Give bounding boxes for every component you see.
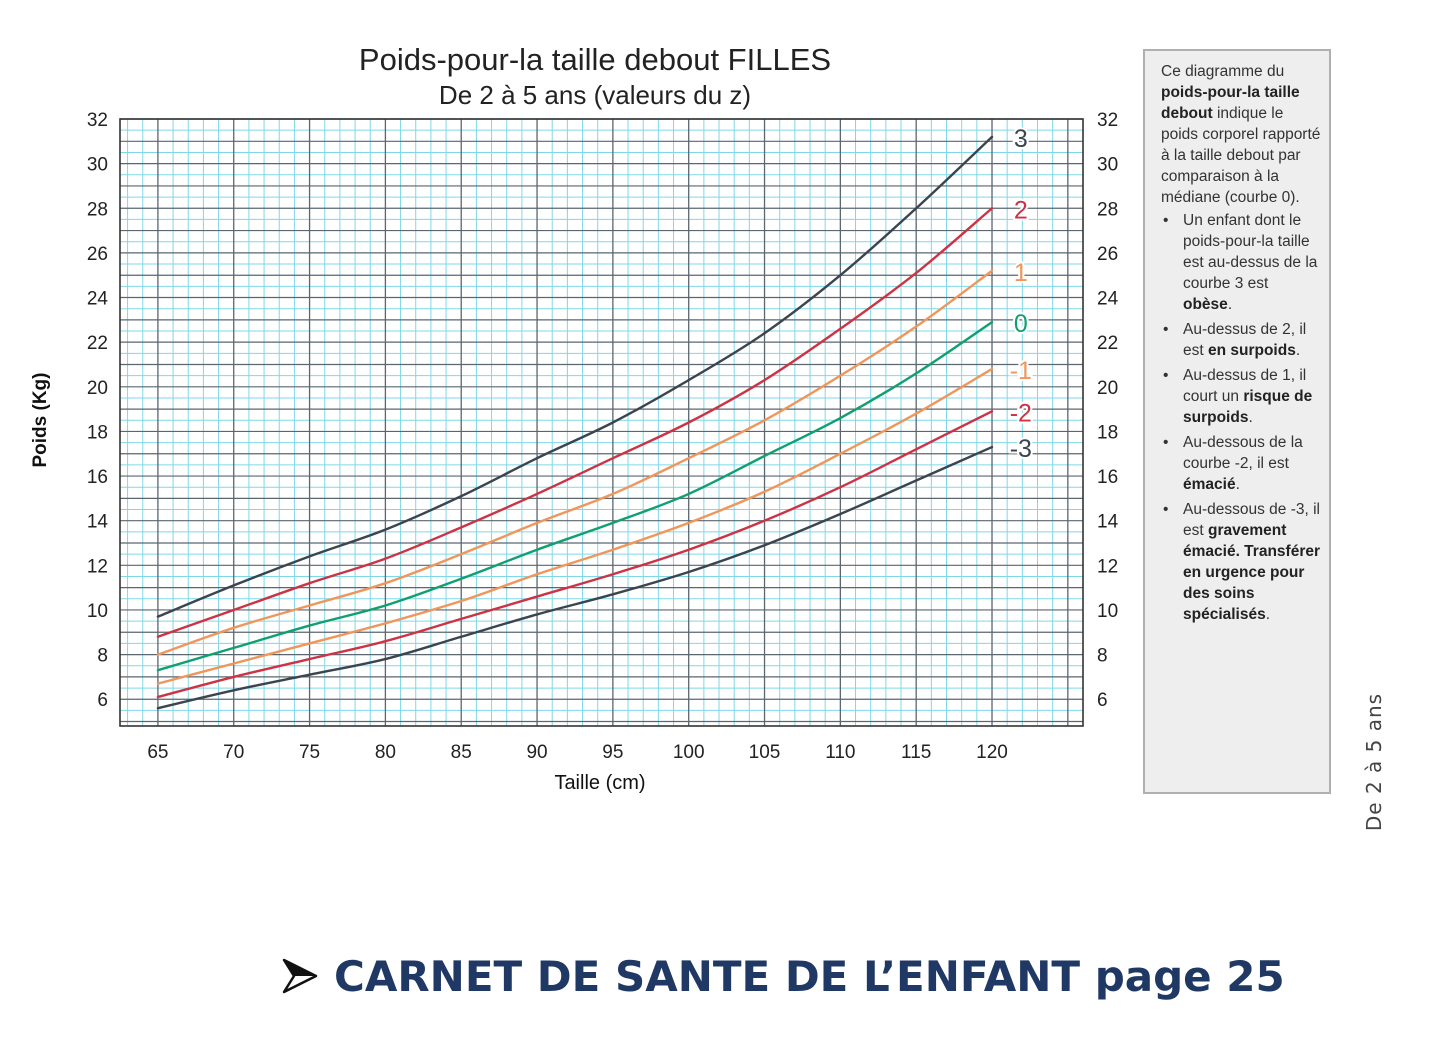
y-tick-label-left: 18 (87, 422, 108, 443)
x-tick-label: 105 (749, 742, 781, 763)
x-tick-label: 100 (673, 742, 705, 763)
y-tick-label-left: 24 (87, 289, 109, 310)
y-axis-label: Poids (Kg) (30, 372, 51, 468)
y-tick-label-right: 16 (1097, 467, 1118, 488)
x-tick-label: 80 (375, 742, 396, 763)
y-tick-label-right: 18 (1097, 422, 1118, 443)
y-tick-label-right: 22 (1097, 333, 1118, 354)
info-item: Au-dessous de -3, il est gravement émaci… (1161, 499, 1321, 625)
y-tick-label-left: 32 (87, 110, 108, 131)
series-label: -3 (1010, 435, 1032, 463)
x-tick-label: 85 (451, 742, 472, 763)
y-tick-label-left: 6 (97, 690, 108, 711)
footer-caption: CARNET DE SANTE DE L’ENFANT page 25 (280, 952, 1285, 1001)
info-intro: Ce diagramme du poids-pour-la taille deb… (1161, 63, 1321, 206)
series-lines (156, 135, 994, 710)
series-label: 1 (1014, 259, 1028, 287)
series-line-z2 (156, 207, 994, 638)
info-item: Au-dessous de la courbe -2, il est émaci… (1161, 432, 1321, 495)
info-item: Au-dessus de 2, il est en surpoids. (1161, 319, 1321, 361)
info-list: Un enfant dont le poids-pour-la taille e… (1161, 210, 1321, 625)
x-tick-label: 65 (147, 742, 168, 763)
series-line-z-2 (156, 410, 994, 699)
y-tick-label-left: 8 (97, 646, 108, 667)
y-tick-label-right: 8 (1097, 646, 1108, 667)
series-label: 3 (1014, 125, 1028, 153)
info-item: Un enfant dont le poids-pour-la taille e… (1161, 210, 1321, 315)
y-tick-label-left: 14 (87, 512, 109, 533)
x-axis-label: Taille (cm) (554, 772, 646, 794)
y-tick-label-right: 28 (1097, 199, 1118, 220)
info-item: Au-dessus de 1, il court un risque de su… (1161, 365, 1321, 428)
series-label: 2 (1014, 196, 1028, 224)
x-tick-label: 70 (223, 742, 244, 763)
x-axis: 65 70 75 80 85 90 95 100 105 110 115 120 (147, 742, 1008, 763)
x-tick-label: 95 (602, 742, 623, 763)
y-tick-label-left: 10 (87, 601, 108, 622)
series-label: 0 (1014, 310, 1028, 338)
chart-grid (119, 118, 1084, 727)
y-tick-label-left: 30 (87, 155, 108, 176)
footer-text: CARNET DE SANTE DE L’ENFANT page 25 (334, 952, 1285, 1001)
y-tick-label-right: 20 (1097, 378, 1118, 399)
plot-background (120, 119, 1083, 726)
series-line-z3 (156, 135, 994, 618)
plot-frame (119, 118, 1084, 727)
y-tick-label-right: 26 (1097, 244, 1118, 265)
y-tick-label-left: 22 (87, 333, 108, 354)
y-tick-label-left: 12 (87, 556, 108, 577)
y-tick-label-right: 30 (1097, 155, 1118, 176)
series-line-z-1 (156, 367, 994, 685)
series-line-z0 (156, 320, 994, 672)
x-tick-label: 120 (976, 742, 1008, 763)
y-axis-right: 6 8 10 12 14 16 18 20 22 24 26 28 30 32 (1097, 110, 1119, 711)
y-tick-label-right: 14 (1097, 512, 1119, 533)
series-label: -2 (1010, 399, 1032, 427)
chart-title: Poids-pour-la taille debout FILLES (358, 42, 832, 77)
y-tick-label-right: 24 (1097, 289, 1119, 310)
side-age-label: De 2 à 5 ans (1362, 692, 1386, 832)
info-box: Ce diagramme du poids-pour-la taille deb… (1143, 49, 1331, 794)
arrow-bullet-icon (282, 958, 318, 993)
series-label: -1 (1010, 357, 1032, 385)
y-axis-left: 6 8 10 12 14 16 18 20 22 24 26 28 30 32 (87, 110, 109, 711)
series-line-z-3 (156, 445, 994, 710)
y-tick-label-left: 28 (87, 199, 108, 220)
x-tick-label: 75 (299, 742, 320, 763)
y-tick-label-right: 6 (1097, 690, 1108, 711)
x-tick-label: 115 (901, 742, 931, 763)
y-tick-label-right: 10 (1097, 601, 1118, 622)
y-tick-label-right: 32 (1097, 110, 1118, 131)
x-tick-label: 90 (526, 742, 547, 763)
y-tick-label-left: 16 (87, 467, 108, 488)
y-tick-label-left: 26 (87, 244, 108, 265)
y-tick-label-right: 12 (1097, 556, 1118, 577)
series-labels: 3 2 1 0 -1 -2 -3 (1008, 123, 1034, 465)
x-tick-label: 110 (825, 742, 855, 763)
y-tick-label-left: 20 (87, 378, 108, 399)
chart-subtitle: De 2 à 5 ans (valeurs du z) (438, 80, 752, 110)
series-line-z1 (156, 269, 994, 656)
